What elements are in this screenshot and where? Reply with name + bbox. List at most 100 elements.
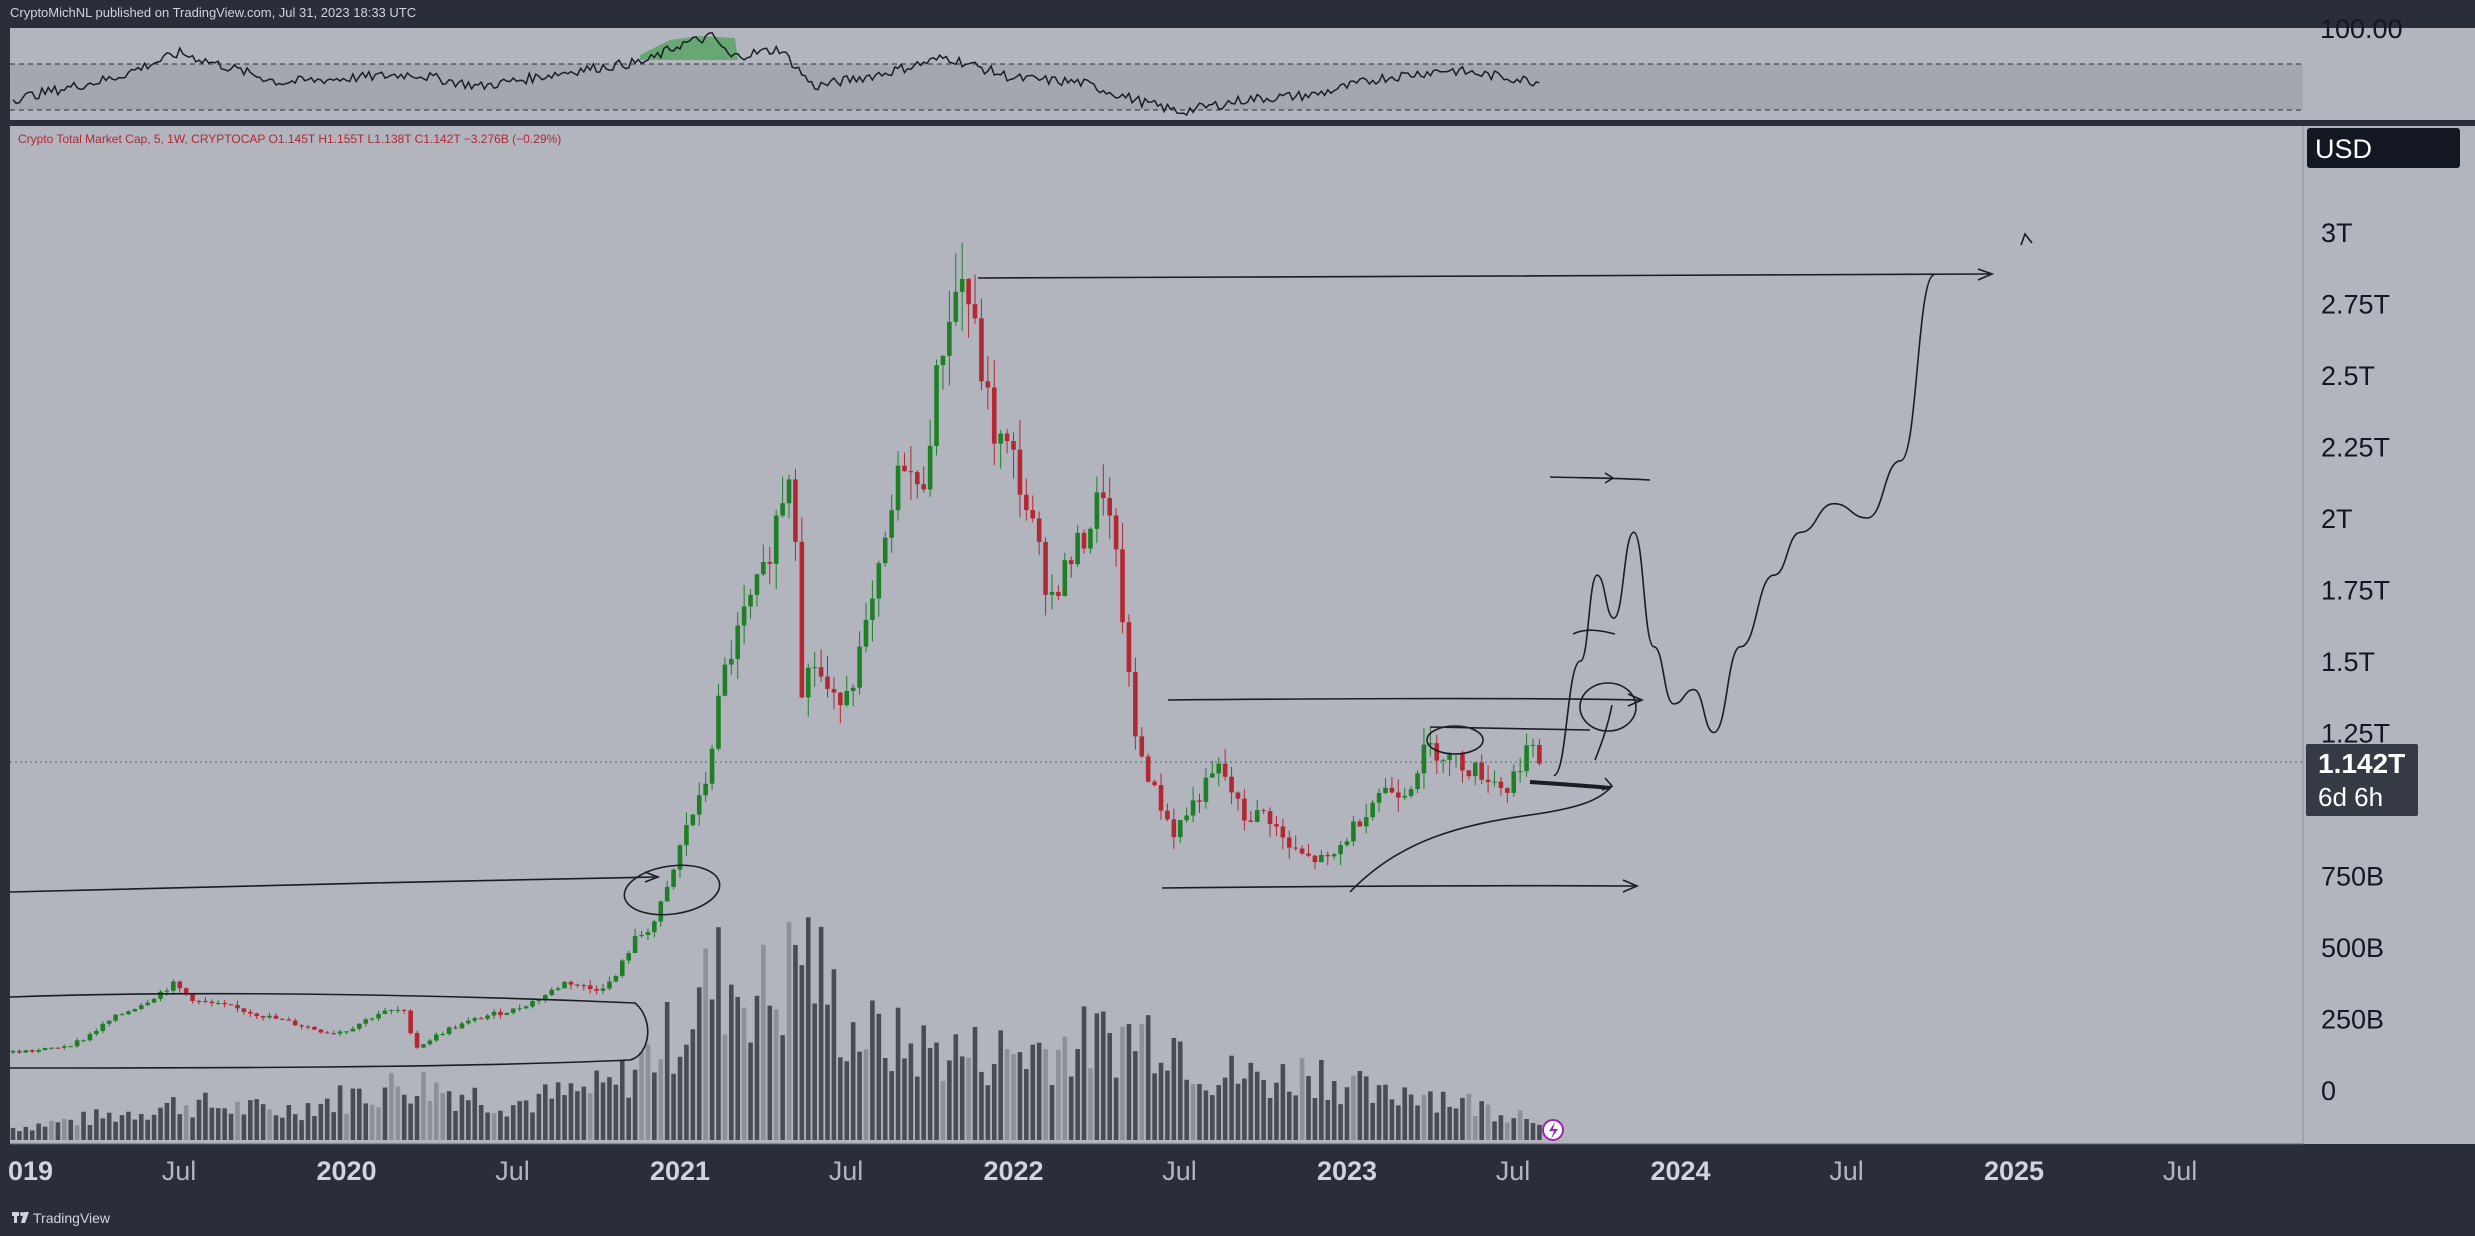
price-pane-background[interactable] [10, 126, 2303, 1144]
volume-bar [1351, 1075, 1356, 1140]
resistance-line-1-37t[interactable] [1167, 697, 1641, 701]
candle-body [1299, 848, 1305, 854]
pane-divider[interactable] [0, 120, 2475, 126]
y-tick-label: 1.5T [2321, 647, 2375, 677]
volume-bar [331, 1112, 336, 1140]
projected-price-path[interactable] [1553, 274, 1935, 777]
candle-body [857, 646, 862, 688]
candle-body [1036, 518, 1042, 542]
volume-bar [241, 1114, 247, 1140]
candle-body [498, 1011, 503, 1016]
volume-bar [196, 1099, 202, 1140]
volume-bar [389, 1073, 394, 1140]
candle-body [485, 1015, 490, 1019]
volume-bar [1197, 1084, 1202, 1140]
candle-body [401, 1009, 407, 1011]
volume-bar [369, 1104, 375, 1140]
scribble-arrowhead-2-2t [1604, 472, 1615, 484]
volume-bar [1158, 1062, 1164, 1140]
local-top-circle[interactable] [1426, 725, 1484, 755]
volume-bar [940, 1080, 946, 1140]
volume-bar [190, 1117, 195, 1140]
candle-body [754, 574, 760, 595]
volume-bar [466, 1100, 471, 1140]
volume-bar [1004, 1049, 1010, 1140]
volume-bar [684, 1044, 689, 1140]
candle-body [357, 1023, 362, 1029]
rsi-level-label: 100.00 [2320, 14, 2403, 44]
candle-body [985, 381, 991, 388]
candle-body [1370, 802, 1375, 818]
volume-bar [382, 1087, 388, 1140]
ath-horizontal-line[interactable] [977, 273, 1991, 279]
volume-bar [1331, 1081, 1337, 1140]
candle-body [1133, 672, 1138, 737]
lightning-bolt-icon[interactable] [1542, 1119, 1564, 1141]
candle-body [1107, 498, 1113, 516]
volume-bar [1248, 1062, 1254, 1140]
candle-body [1068, 560, 1074, 565]
x-axis[interactable] [10, 1144, 2303, 1204]
candle-body [1171, 819, 1177, 838]
symbol-legend[interactable]: Crypto Total Market Cap, 5, 1W, CRYPTOCA… [18, 132, 561, 146]
volume-bar [575, 1091, 580, 1140]
volume-bar [870, 1000, 875, 1140]
candle-body [254, 1013, 260, 1017]
candle-body [1094, 492, 1100, 529]
bounce-arrow[interactable] [1594, 704, 1613, 761]
current-level-scribble[interactable] [1529, 780, 1611, 790]
volume-bar [318, 1104, 324, 1140]
volume-bar [549, 1098, 555, 1140]
currency-box[interactable] [2307, 128, 2460, 168]
consolidation-oval-2019[interactable] [9, 992, 649, 1069]
volume-bar [863, 1049, 869, 1140]
volume-bar [799, 965, 805, 1140]
y-tick-label: 2.5T [2321, 361, 2375, 391]
range-top-line[interactable] [1429, 726, 1591, 731]
candle-body [510, 1008, 516, 1013]
y-tick-label: 1.75T [2321, 576, 2390, 606]
volume-bar [1408, 1094, 1414, 1140]
volume-bar [145, 1119, 150, 1140]
candle-body [876, 563, 882, 599]
ascending-wedge-line[interactable] [1349, 785, 1613, 893]
volume-bar [619, 1060, 625, 1140]
volume-bar [100, 1118, 106, 1140]
support-line-720b[interactable] [1161, 884, 1636, 889]
volume-bar [408, 1103, 413, 1140]
volume-bar [1428, 1091, 1433, 1140]
scribble-line-2-2t[interactable] [1549, 476, 1651, 481]
volume-bar [838, 1057, 843, 1140]
candle-body [1248, 820, 1254, 822]
x-tick-label: 2022 [984, 1156, 1044, 1186]
volume-bar [1062, 1036, 1068, 1140]
currency-label: USD [2315, 134, 2372, 164]
hand-drawn-annotations[interactable] [9, 232, 2033, 1069]
volume-bar [671, 1073, 676, 1140]
volume-bar [1472, 1116, 1478, 1140]
volume-bar [1242, 1078, 1247, 1140]
candle-body [1492, 781, 1497, 783]
volume-bar [523, 1100, 529, 1140]
breakout-circle-2020[interactable] [621, 860, 723, 921]
candle-body [350, 1028, 356, 1032]
volume-bar [696, 987, 702, 1140]
scribble-mark-1-6t[interactable] [1572, 629, 1616, 635]
rsi-overbought-fill [640, 36, 738, 60]
price-scale[interactable] [2303, 126, 2475, 1144]
volume-bar [626, 1097, 631, 1140]
breakout-target-circle[interactable] [1579, 682, 1637, 732]
volume-bar [690, 1029, 696, 1140]
volume-bar [344, 1113, 349, 1140]
volume-bar [1357, 1070, 1363, 1140]
volume-bar [228, 1113, 234, 1140]
volume-bar [1152, 1073, 1157, 1140]
volume-bar [1267, 1097, 1273, 1140]
x-tick-label: 2024 [1651, 1156, 1711, 1186]
breakout-trendline-2020[interactable] [9, 876, 656, 893]
volume-bar [1254, 1071, 1260, 1140]
volume-bar [991, 1064, 997, 1140]
y-tick-label: 2.25T [2321, 433, 2390, 463]
candle-body [1145, 756, 1151, 782]
